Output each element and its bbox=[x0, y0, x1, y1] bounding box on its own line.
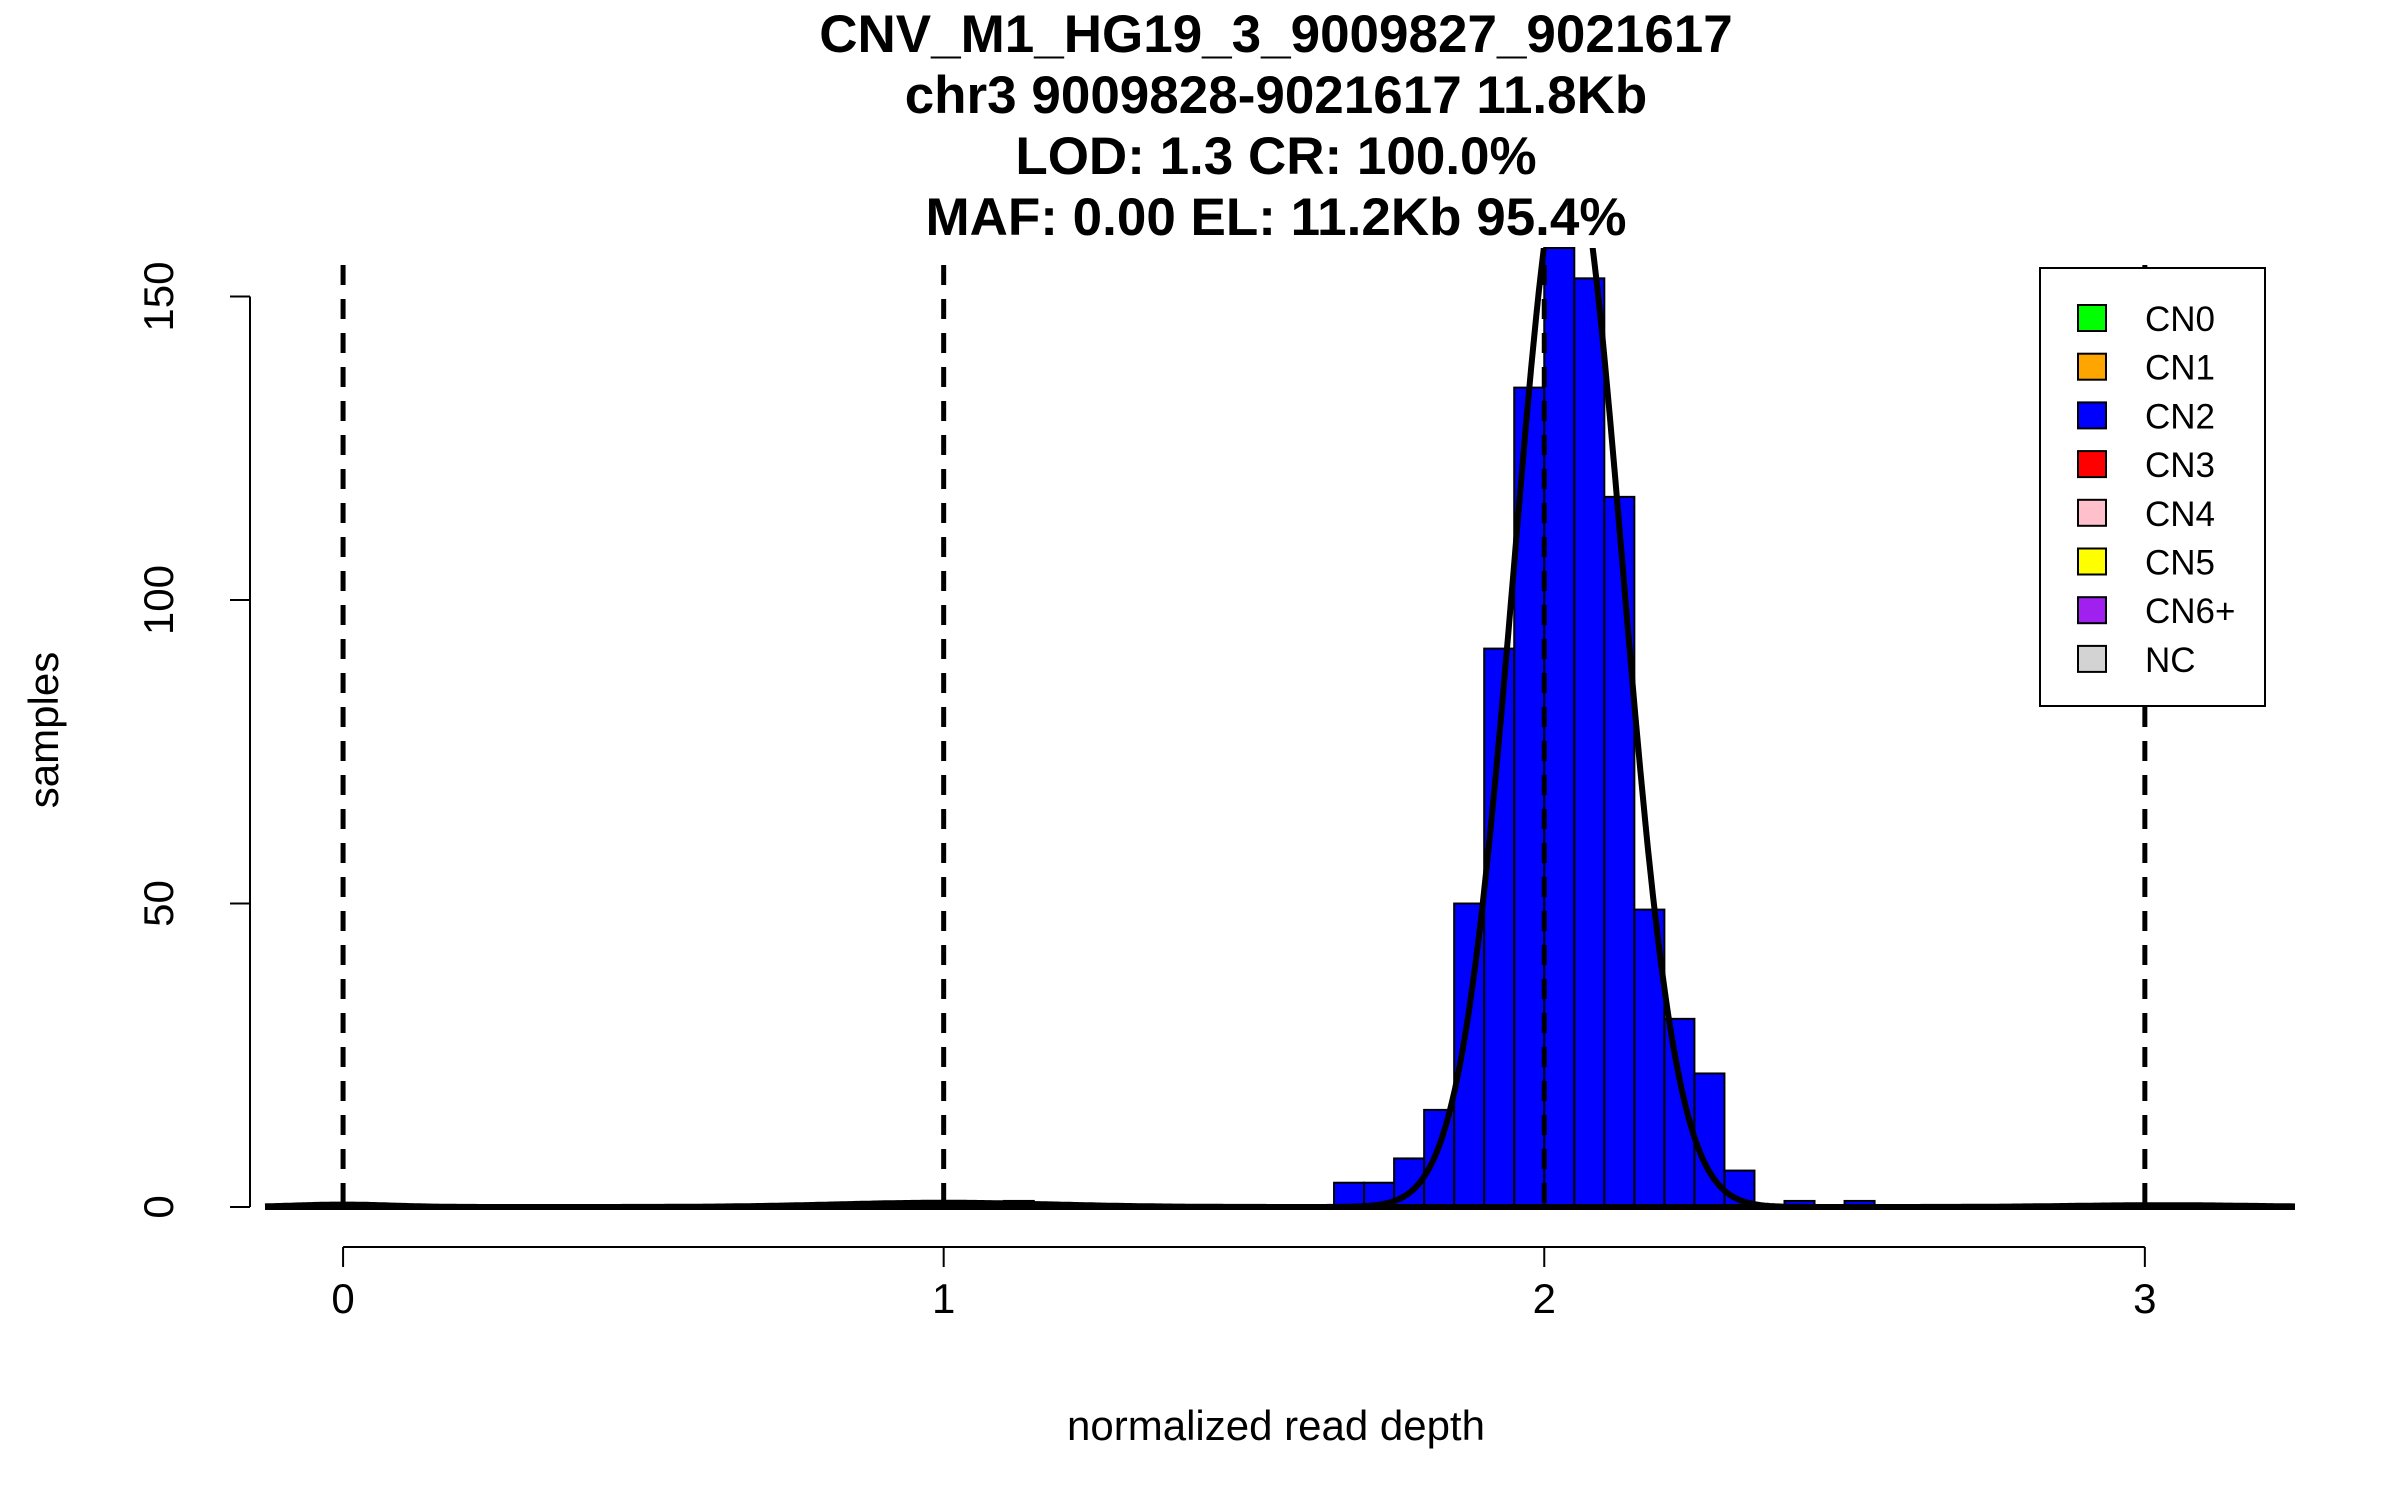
legend-swatch-4 bbox=[2077, 498, 2107, 527]
legend-label-0: CN0 bbox=[2145, 300, 2215, 339]
legend-swatch-0 bbox=[2077, 304, 2107, 332]
legend-swatch-3 bbox=[2077, 450, 2107, 479]
legend-label-1: CN1 bbox=[2145, 349, 2215, 388]
legend-label-4: CN4 bbox=[2145, 495, 2215, 534]
y-tick-label-50: 50 bbox=[135, 880, 182, 927]
copy-number-lines bbox=[340, 265, 2148, 1207]
histogram-bars bbox=[1002, 247, 1876, 1209]
legend-label-3: CN3 bbox=[2145, 446, 2215, 485]
legend-swatch-7 bbox=[2077, 644, 2107, 673]
y-tick-label-150: 150 bbox=[135, 262, 182, 332]
histogram-bar-1 bbox=[1333, 1181, 1366, 1209]
legend: CN0 CN1 CN2 CN3 CN4 CN5 CN6+ NC bbox=[2039, 267, 2266, 707]
histogram-bar-8 bbox=[1543, 247, 1576, 1208]
title-line-1: CNV_M1_HG19_3_9009827_9021617 bbox=[819, 5, 1733, 64]
title-line-3: LOD: 1.3 CR: 100.0% bbox=[1015, 127, 1536, 186]
x-tick-label-0: 0 bbox=[331, 1275, 354, 1322]
x-tick-label-3: 3 bbox=[2133, 1275, 2156, 1322]
legend-label-7: NC bbox=[2145, 641, 2196, 680]
x-axis-label: normalized read depth bbox=[1067, 1402, 1485, 1449]
fit-curve-0 bbox=[265, 248, 2295, 1210]
axes: 0 1 2 3 0 50 100 150 bbox=[135, 262, 2295, 1322]
y-tick-label-100: 100 bbox=[135, 565, 182, 635]
chart-title: CNV_M1_HG19_3_9009827_9021617 chr3 90098… bbox=[819, 5, 1733, 247]
y-axis-label: samples bbox=[20, 652, 67, 808]
legend-box bbox=[2039, 267, 2266, 707]
legend-label-5: CN5 bbox=[2145, 544, 2215, 583]
y-tick-label-0: 0 bbox=[135, 1195, 182, 1218]
legend-swatch-5 bbox=[2077, 547, 2107, 576]
legend-swatch-6 bbox=[2077, 596, 2107, 625]
legend-swatch-1 bbox=[2077, 352, 2107, 381]
title-line-2: chr3 9009828-9021617 11.8Kb bbox=[905, 66, 1648, 125]
title-line-4: MAF: 0.00 EL: 11.2Kb 95.4% bbox=[925, 188, 1626, 247]
histogram-bar-10 bbox=[1603, 495, 1636, 1208]
histogram-bar-4 bbox=[1423, 1108, 1456, 1209]
legend-label-2: CN2 bbox=[2145, 397, 2215, 436]
histogram-bar-9 bbox=[1573, 277, 1606, 1209]
fit-curves bbox=[264, 248, 2295, 1210]
x-tick-label-1: 1 bbox=[932, 1275, 955, 1322]
legend-swatch-2 bbox=[2077, 401, 2107, 430]
x-tick-label-2: 2 bbox=[1533, 1275, 1556, 1322]
legend-label-6: CN6+ bbox=[2145, 592, 2235, 631]
